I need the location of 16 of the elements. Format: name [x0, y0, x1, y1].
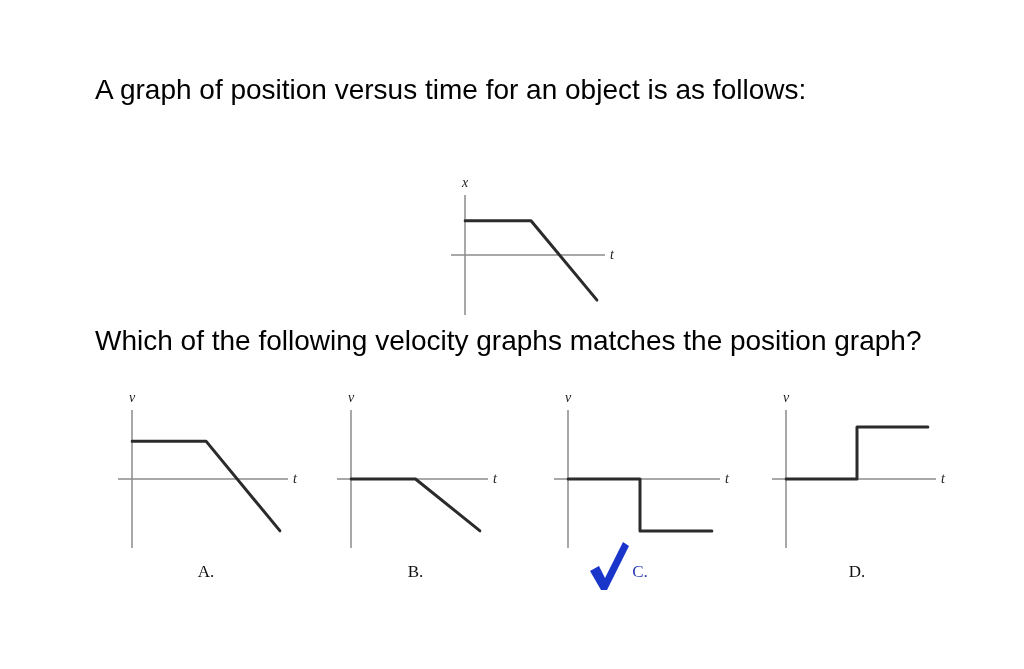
y-axis-title: v — [564, 389, 572, 405]
x-axis-title: t — [493, 470, 498, 486]
x-axis-title: t — [293, 470, 298, 486]
text: A. — [196, 562, 216, 582]
y-axis-title: v — [782, 389, 790, 405]
y-axis-title: v — [128, 389, 136, 405]
text: B. — [406, 562, 425, 582]
text: C. — [631, 562, 649, 582]
y-axis-title: v — [347, 389, 355, 405]
x-axis-title: t — [725, 470, 730, 486]
x-axis-title: t — [610, 246, 615, 262]
y-axis-title: x — [460, 174, 469, 190]
text: Which of the following velocity graphs matches the position graph? — [95, 325, 922, 357]
x-axis-title: t — [941, 470, 946, 486]
chart-title: A graph of position versus time for an object is as follows: — [95, 74, 807, 106]
text: D. — [847, 562, 867, 582]
